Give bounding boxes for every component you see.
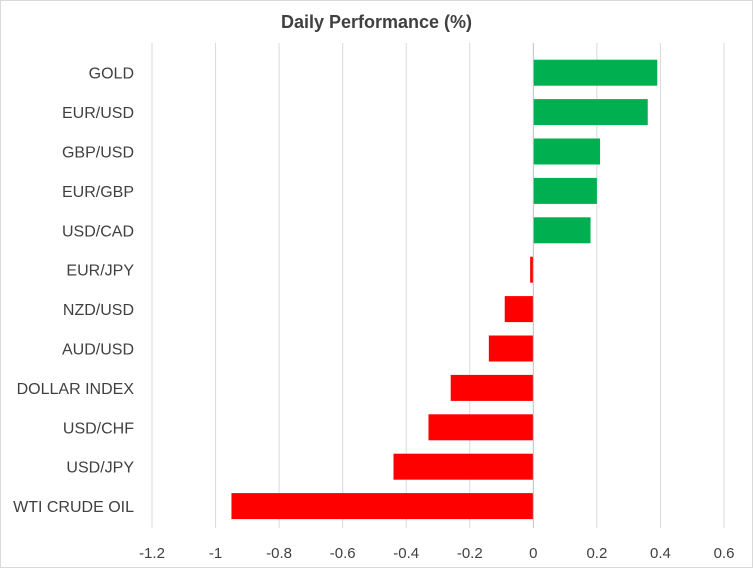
category-label: GOLD [89, 66, 134, 83]
category-label: USD/CAD [62, 223, 134, 240]
chart-title: Daily Performance (%) [280, 12, 473, 32]
category-label: AUD/USD [62, 342, 134, 359]
category-label: GBP/USD [62, 145, 134, 162]
category-label: EUR/USD [62, 105, 134, 122]
x-tick-label: 0.2 [586, 545, 607, 562]
category-label: NZD/USD [63, 302, 134, 319]
x-tick-label: -1 [209, 545, 222, 562]
bar [533, 59, 658, 86]
x-tick-label: -0.8 [266, 545, 292, 562]
x-tick-label: 0.6 [714, 545, 735, 562]
bar [504, 296, 534, 323]
bar [450, 374, 534, 401]
bar [530, 256, 534, 283]
x-tick-label: -1.2 [139, 545, 165, 562]
x-tick-label: -0.6 [330, 545, 356, 562]
category-label: EUR/JPY [66, 263, 134, 280]
category-label: EUR/GBP [62, 184, 134, 201]
category-label: WTI CRUDE OIL [13, 499, 134, 516]
category-label: DOLLAR INDEX [17, 381, 135, 398]
category-label: USD/CHF [63, 420, 134, 437]
bar [393, 453, 534, 480]
bar [533, 217, 591, 244]
x-tick-label: -0.4 [393, 545, 419, 562]
category-label: USD/JPY [66, 460, 134, 477]
bar [231, 493, 534, 520]
x-tick-label: 0.4 [650, 545, 671, 562]
bar [488, 335, 534, 362]
bar [428, 414, 534, 441]
bar [533, 177, 597, 204]
x-tick-label: -0.2 [457, 545, 483, 562]
x-tick-label: 0 [529, 545, 537, 562]
bar [533, 138, 601, 165]
bar [533, 99, 648, 126]
